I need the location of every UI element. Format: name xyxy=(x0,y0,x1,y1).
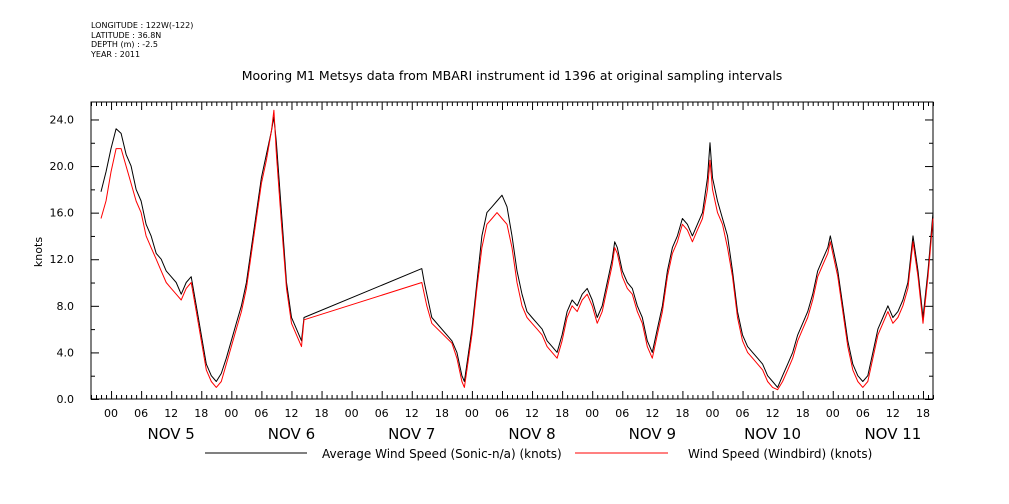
x-tick-label: 18 xyxy=(916,407,930,420)
legend-label-windbird: Wind Speed (Windbird) (knots) xyxy=(688,447,872,461)
x-tick-label: 06 xyxy=(375,407,389,420)
axes: 00 06 12 18 00 06 12 18 00 06 12 18 00 06 12 18 00 06 12 18… xyxy=(50,101,934,443)
longitude-line: LONGITUDE : 122W(-122) xyxy=(91,21,194,30)
x-tick-label: 00 xyxy=(465,407,479,420)
x-tick-label: 12 xyxy=(645,407,659,420)
latitude-line: LATITUDE : 36.8N xyxy=(91,30,162,40)
x-tick-label: 06 xyxy=(495,407,509,420)
legend: Average Wind Speed (Sonic-n/a) (knots) W… xyxy=(205,447,872,461)
depth-line: DEPTH (m) : -2.5 xyxy=(91,40,158,49)
x-tick-label: 18 xyxy=(315,407,329,420)
series-lines xyxy=(100,109,934,391)
x-day-label: NOV 6 xyxy=(268,425,315,443)
x-day-label: NOV 7 xyxy=(388,425,435,443)
x-tick-label: 00 xyxy=(826,407,840,420)
x-day-label: NOV 11 xyxy=(864,425,921,443)
x-day-label: NOV 5 xyxy=(148,425,195,443)
x-tick-label: 00 xyxy=(705,407,719,420)
x-tick-label: 18 xyxy=(435,407,449,420)
x-tick-label: 06 xyxy=(856,407,870,420)
x-tick-label: 00 xyxy=(224,407,238,420)
y-tick-label: 24.0 xyxy=(50,113,75,126)
x-tick-label: 12 xyxy=(405,407,419,420)
x-tick-label: 06 xyxy=(736,407,750,420)
y-tick-label: 4.0 xyxy=(57,346,75,359)
x-tick-label: 18 xyxy=(194,407,208,420)
x-day-label: NOV 9 xyxy=(629,425,676,443)
x-day-label: NOV 10 xyxy=(744,425,801,443)
x-tick-label: 00 xyxy=(104,407,118,420)
x-tick-label: 06 xyxy=(615,407,629,420)
y-axis-label: knots xyxy=(32,237,45,267)
y-tick-label: 16.0 xyxy=(50,207,75,220)
y-tick-label: 20.0 xyxy=(50,160,75,173)
x-tick-label: 18 xyxy=(796,407,810,420)
x-tick-label: 12 xyxy=(886,407,900,420)
series-line-windbird xyxy=(100,109,934,391)
x-tick-label: 06 xyxy=(134,407,148,420)
x-tick-label: 12 xyxy=(525,407,539,420)
x-tick-label: 12 xyxy=(164,407,178,420)
x-tick-label: 06 xyxy=(254,407,268,420)
x-tick-label: 12 xyxy=(766,407,780,420)
chart-title: Mooring M1 Metsys data from MBARI instru… xyxy=(242,68,783,83)
legend-label-sonic: Average Wind Speed (Sonic-n/a) (knots) xyxy=(322,447,562,461)
x-tick-label: 12 xyxy=(284,407,298,420)
year-line: YEAR : 2011 xyxy=(91,49,141,59)
x-day-label: NOV 8 xyxy=(508,425,555,443)
y-tick-label: 8.0 xyxy=(57,300,75,313)
station-metadata: LONGITUDE : 122W(-122) LATITUDE : 36.8N … xyxy=(91,21,193,59)
x-tick-label: 18 xyxy=(555,407,569,420)
x-tick-label: 18 xyxy=(675,407,689,420)
series-line-sonic xyxy=(100,116,934,388)
y-tick-label: 0.0 xyxy=(57,393,75,406)
x-tick-label: 00 xyxy=(585,407,599,420)
x-tick-label: 00 xyxy=(345,407,359,420)
y-tick-label: 12.0 xyxy=(50,253,75,266)
